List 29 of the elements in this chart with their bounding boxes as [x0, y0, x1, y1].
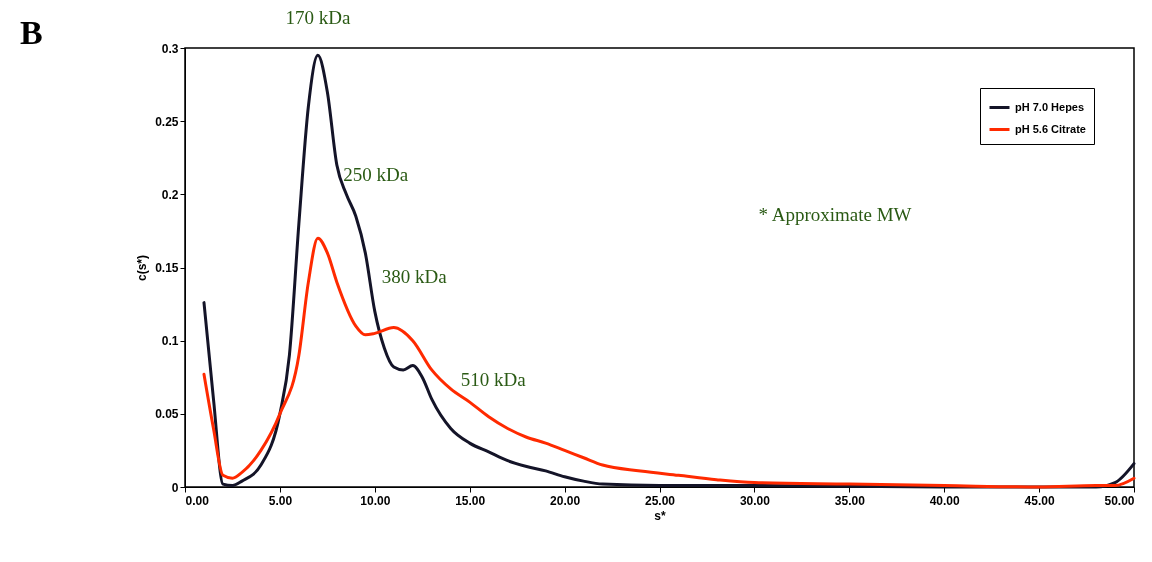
annotation: 380 kDa — [381, 266, 448, 288]
x-tick-label: 15.00 — [455, 493, 486, 508]
x-axis-title: s* — [654, 508, 666, 523]
legend-label: pH 7.0 Hepes — [1015, 100, 1085, 113]
x-tick-label: 20.00 — [550, 493, 581, 508]
x-tick-label: 50.00 — [1104, 493, 1135, 508]
x-tick-label: 45.00 — [1024, 493, 1055, 508]
legend-label: pH 5.6 Citrate — [1015, 122, 1086, 135]
text: B — [20, 14, 43, 51]
y-axis-title: c(s*) — [135, 254, 150, 282]
x-tick-label: 30.00 — [739, 493, 771, 508]
x-tick-label: 10.00 — [360, 493, 391, 508]
y-tick-label: 0.2 — [161, 187, 179, 202]
x-tick-label: 35.00 — [834, 493, 866, 508]
line-series — [202, 236, 1136, 489]
annotation: 250 kDa — [343, 163, 409, 185]
x-tick-label: 0.00 — [185, 493, 210, 508]
x-tick-label: 5.00 — [268, 493, 293, 508]
annotation: * Approximate MW — [758, 204, 912, 225]
x-tick-label: 25.00 — [644, 493, 676, 508]
y-tick-label: 0.25 — [155, 114, 179, 129]
annotation: 170 kDa — [285, 7, 351, 29]
y-tick-label: 0.1 — [161, 334, 179, 349]
y-tick-label: 0.3 — [161, 41, 179, 56]
x-tick-label: 40.00 — [929, 493, 961, 508]
y-tick-label: 0.15 — [155, 261, 179, 275]
y-tick-label: 0 — [171, 480, 179, 495]
annotation: 510 kDa — [460, 369, 527, 391]
y-tick-label: 0.05 — [155, 407, 179, 422]
